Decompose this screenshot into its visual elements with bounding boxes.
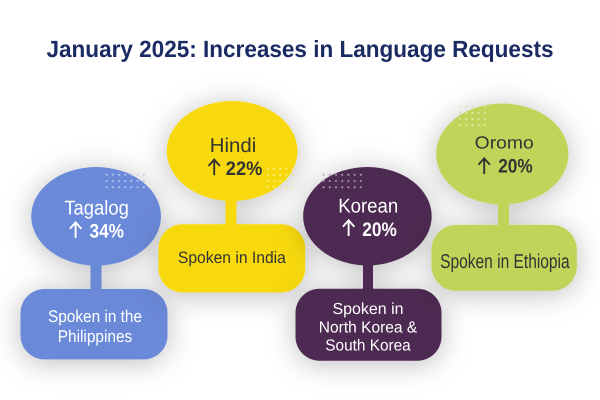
svg-text:January 2025: Increases in Lan: January 2025: Increases in Language Requ… [47,36,554,62]
svg-text:South Korea: South Korea [325,338,410,355]
svg-text:Spoken in the: Spoken in the [48,307,142,326]
svg-text:Tagalog: Tagalog [64,197,129,219]
svg-text:Spoken in Ethiopia: Spoken in Ethiopia [440,251,570,273]
svg-text:20%: 20% [498,156,533,178]
svg-text:20%: 20% [362,219,397,241]
svg-text:34%: 34% [90,220,125,242]
svg-text:North Korea &: North Korea & [319,320,418,337]
svg-text:Spoken in India: Spoken in India [178,249,287,267]
svg-text:Oromo: Oromo [475,132,534,152]
svg-text:Philippines: Philippines [58,327,133,346]
svg-text:Hindi: Hindi [210,135,257,157]
svg-text:22%: 22% [226,158,262,180]
svg-text:Spoken in: Spoken in [333,301,404,318]
svg-text:Korean: Korean [338,196,398,218]
